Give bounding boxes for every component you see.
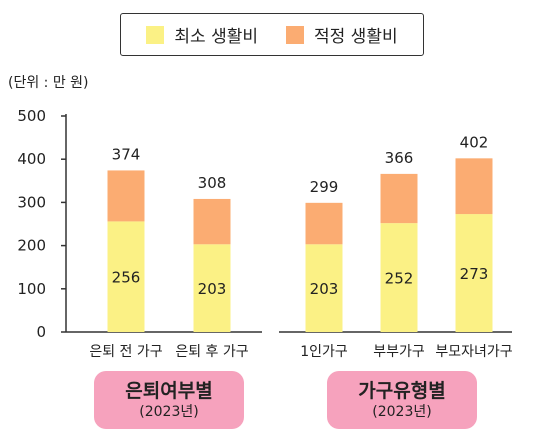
data-label-total-1: 308: [198, 174, 227, 192]
bar-chart: 0 100 200 300 400 500 256 374 은퇴 전 가구 203 308 은퇴 후 …: [17, 107, 512, 360]
data-label-min-0: 256: [112, 269, 141, 287]
category-label-4: 부모자녀가구: [435, 344, 512, 360]
bar-adequate-1: [193, 198, 231, 245]
y-tick-label-200: 200: [17, 237, 46, 255]
bar-min-0: [107, 221, 145, 332]
bar-min-2: [305, 244, 343, 332]
category-label-1: 은퇴 후 가구: [175, 344, 248, 360]
y-tick-label-400: 400: [17, 150, 46, 168]
group-title-household: 가구유형별: [358, 380, 446, 402]
category-label-2: 1인가구: [300, 344, 348, 360]
bar-min-4: [455, 214, 493, 332]
unit-label: (단위 : 만 원): [8, 75, 89, 91]
legend-swatch-adequate: [286, 25, 304, 44]
legend-item-adequate: 적정 생활비: [286, 22, 398, 47]
group-pill-retirement: 은퇴여부별 (2023년): [94, 371, 244, 429]
y-tick-label-0: 0: [36, 323, 46, 341]
category-label-0: 은퇴 전 가구: [89, 344, 162, 360]
data-label-min-3: 252: [385, 270, 414, 288]
bar-adequate-2: [305, 202, 343, 245]
data-label-total-4: 402: [460, 133, 489, 151]
legend: 최소 생활비 적정 생활비: [120, 13, 424, 56]
bar-min-3: [380, 223, 418, 332]
bar-min-1: [193, 244, 231, 332]
data-label-min-1: 203: [198, 280, 227, 298]
y-tick-label-300: 300: [17, 193, 46, 211]
data-label-total-3: 366: [385, 149, 414, 167]
legend-label-adequate: 적정 생활비: [314, 27, 398, 47]
y-tick-label-500: 500: [17, 107, 46, 125]
data-label-min-2: 203: [310, 280, 339, 298]
bar-adequate-0: [107, 170, 145, 222]
legend-swatch-min: [146, 25, 165, 44]
group-subtitle-household: (2023년): [372, 404, 432, 420]
data-label-total-2: 299: [310, 178, 339, 196]
group-subtitle-retirement: (2023년): [139, 404, 199, 420]
group-pill-household: 가구유형별 (2023년): [327, 371, 477, 429]
data-label-total-0: 374: [112, 145, 141, 163]
category-label-3: 부부가구: [373, 344, 425, 360]
legend-label-min: 최소 생활비: [174, 27, 258, 47]
bar-adequate-3: [380, 173, 418, 224]
y-tick-label-100: 100: [17, 280, 46, 298]
group-title-retirement: 은퇴여부별: [125, 380, 213, 402]
data-label-min-4: 273: [460, 265, 489, 283]
bar-adequate-4: [455, 158, 493, 215]
legend-item-min: 최소 생활비: [146, 22, 258, 47]
